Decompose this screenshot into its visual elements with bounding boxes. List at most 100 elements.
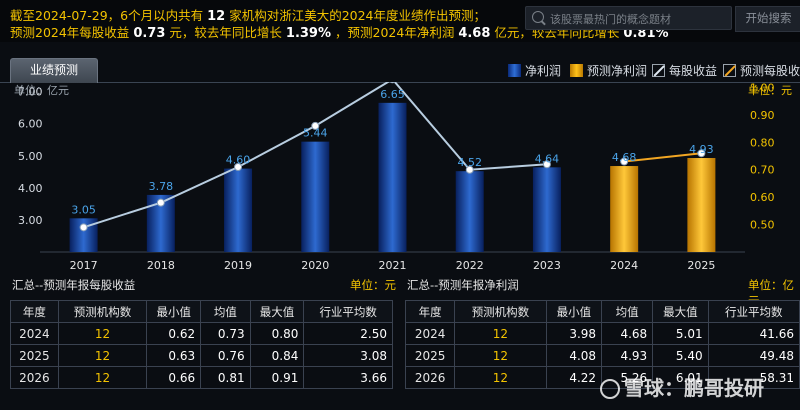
table-row: 2024 12 3.98 4.68 5.01 41.66: [404, 322, 800, 345]
bar-value-label: 4.60: [226, 154, 251, 167]
bar-net-profit-2020: [301, 141, 330, 252]
bar-value-label: 5.44: [303, 127, 328, 140]
eps-point-2018: [156, 198, 165, 207]
table-cell: 4.68: [601, 322, 654, 345]
legend-label: 每股收益: [669, 64, 718, 78]
table-cell: 2026: [10, 366, 59, 389]
table-cell: 2024: [10, 322, 59, 345]
table-cell: 2025: [10, 344, 59, 367]
search-button[interactable]: 开始搜索: [735, 6, 800, 32]
table-cell: 12: [454, 322, 547, 345]
summary-text: 家机构对浙江美大的2024年度业绩作出预测；: [229, 8, 487, 23]
summary-text: ，预测2024年净利润: [335, 25, 455, 40]
x-axis-tick: 2017: [70, 259, 98, 272]
bar-net-profit-2021: [378, 102, 407, 252]
right-axis-tick: 0.60: [750, 191, 775, 204]
table-cell: 2026: [404, 366, 456, 389]
eps-point-2021: [389, 82, 396, 84]
eps-table: 年度 预测机构数 最小值 均值 最大值 行业平均数 2024 12 0.62 0.73 0.80 2.…: [10, 300, 393, 389]
line-swatch: [723, 64, 736, 77]
left-unit-label: 单位：亿元: [14, 83, 69, 97]
table-cell: 49.48: [707, 344, 800, 367]
table-row: 2025 12 4.08 4.93 5.40 49.48: [404, 344, 800, 367]
table-cell: 12: [454, 366, 547, 389]
institution-count: 12: [207, 9, 226, 24]
forecast-eps-line: [624, 152, 702, 163]
watermark: 雪球：鹏哥投研: [600, 372, 764, 401]
summary-text: 截至2024-07-29，6个月以内共有: [10, 8, 204, 23]
eps-table-title: 汇总--预测年报每股收益: [12, 278, 136, 292]
right-axis-tick: 0.80: [750, 136, 775, 149]
header-bar: 截至2024-07-29，6个月以内共有 12 家机构对浙江美大的2024年度业绩作…: [0, 0, 800, 42]
legend-forecast-profit: 预测净利润: [570, 62, 647, 78]
bar-value-label: 4.93: [689, 143, 714, 156]
eps-forecast: 0.73: [133, 26, 166, 41]
bar-swatch: [508, 64, 521, 77]
table-header-row: 年度 预测机构数 最小值 均值 最大值 行业平均数: [404, 300, 800, 323]
eps-point-2020: [311, 121, 320, 130]
search-input[interactable]: 该股票最热门的概念题材: [525, 6, 732, 30]
table-row: 2024 12 0.62 0.73 0.80 2.50: [10, 322, 393, 345]
column-header: 均值: [601, 300, 654, 323]
bar-net-profit-2022: [455, 171, 484, 252]
bar-value-label: 6.65: [380, 88, 405, 101]
left-axis-tick: 6.00: [18, 118, 43, 131]
table-cell: 0.66: [146, 366, 202, 389]
search-icon: [532, 11, 544, 23]
search-placeholder: 该股票最热门的概念题材: [550, 13, 671, 26]
left-axis-tick: 7.00: [18, 86, 43, 99]
right-axis-tick: 0.70: [750, 164, 775, 177]
table-cell: 0.62: [146, 322, 202, 345]
eps-point-2022: [465, 165, 474, 174]
bar-net-profit-2023: [532, 167, 561, 252]
table-cell: 12: [57, 344, 148, 367]
table-row: 2025 12 0.63 0.76 0.84 3.08: [10, 344, 393, 367]
bar-value-label: 4.52: [457, 156, 482, 169]
right-axis-tick: 1.00: [750, 82, 775, 94]
eps-table-unit: 单位：元: [350, 278, 396, 292]
x-axis-tick: 2019: [224, 259, 252, 272]
eps-point-2017: [79, 223, 88, 232]
legend-label: 预测每股收益: [740, 64, 800, 78]
legend-net-profit: 净利润: [508, 62, 561, 78]
table-cell: 0.76: [200, 344, 251, 367]
table-cell: 58.31: [707, 366, 800, 389]
table-cell: 3.98: [545, 322, 603, 345]
table-row: 2026 12 0.66 0.81 0.91 3.66: [10, 366, 393, 389]
left-axis-tick: 3.00: [18, 214, 43, 227]
right-axis-tick: 0.50: [750, 219, 775, 232]
x-axis-tick: 2021: [379, 259, 407, 272]
column-header: 年度: [404, 300, 456, 323]
x-axis-tick: 2025: [687, 259, 715, 272]
column-header: 最小值: [545, 300, 603, 323]
table-cell: 4.08: [545, 344, 603, 367]
column-header: 行业平均数: [707, 300, 800, 323]
table-cell: 12: [454, 344, 547, 367]
x-axis-tick: 2018: [147, 259, 175, 272]
summary-text: 预测2024年每股收益: [10, 25, 130, 40]
table-cell: 0.81: [200, 366, 251, 389]
table-cell: 2024: [404, 322, 456, 345]
column-header: 最小值: [146, 300, 202, 323]
profit-forecast: 4.68: [458, 26, 491, 41]
bar-value-label: 3.78: [149, 180, 174, 193]
forecast-chart: 3.00 4.00 5.00 6.00 7.00 0.50 0.60 0.70 0.80 0.90…: [14, 82, 792, 272]
table-cell: 0.84: [249, 344, 305, 367]
left-axis-tick: 5.00: [18, 150, 43, 163]
table-cell: 5.01: [652, 322, 709, 345]
column-header: 年度: [10, 300, 59, 323]
column-header: 最大值: [652, 300, 709, 323]
tab-forecast[interactable]: 业绩预测: [10, 58, 98, 83]
right-unit-label: 单位：元: [748, 83, 792, 97]
table-cell: 4.22: [545, 366, 603, 389]
table-cell: 0.73: [200, 322, 251, 345]
bar-net-profit-2019: [224, 168, 253, 252]
left-axis-tick: 4.00: [18, 182, 43, 195]
eps-point-2019: [234, 163, 243, 171]
eps-point-2023: [542, 160, 551, 169]
snowball-logo-icon: [600, 379, 620, 399]
column-header: 行业平均数: [303, 300, 393, 323]
table-cell: 6.01: [652, 366, 709, 389]
bar-value-label: 4.64: [535, 152, 560, 165]
column-header: 均值: [200, 300, 251, 323]
